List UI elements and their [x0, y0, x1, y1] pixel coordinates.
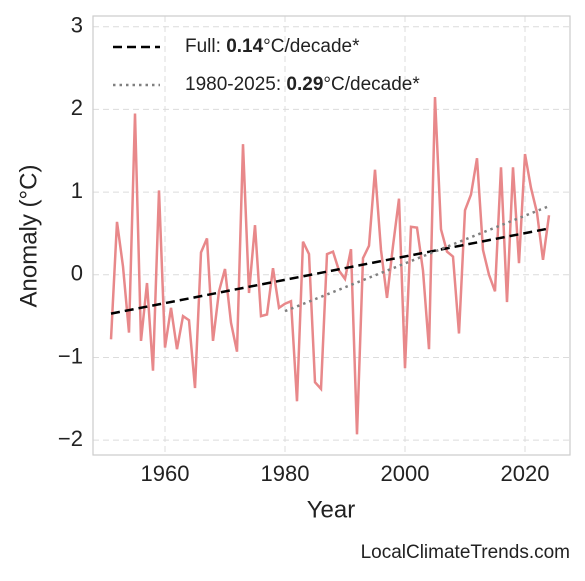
legend-text: Full:	[185, 36, 226, 57]
x-axis-label: Year	[307, 496, 356, 523]
series-line	[109, 96, 551, 435]
y-tick-label: 0	[71, 261, 83, 286]
y-tick-label: −2	[58, 426, 83, 451]
y-tick-label: 2	[71, 95, 83, 120]
x-tick-label: 1980	[261, 461, 310, 486]
legend-text: 1980-2025:	[185, 74, 286, 95]
legend-text: 0.14	[226, 36, 263, 57]
y-tick-label: −1	[58, 343, 83, 368]
legend-label: 1980-2025: 0.29°C/decade*	[185, 74, 420, 95]
source: LocalClimateTrends.com	[361, 542, 570, 563]
series-line	[110, 227, 550, 315]
x-tick-label: 2020	[501, 461, 550, 486]
legend-text: 0.29	[286, 74, 323, 95]
y-axis-label: Anomaly (°C)	[15, 165, 42, 308]
series-line	[284, 204, 550, 313]
legend-label: Full: 0.14°C/decade*	[185, 36, 360, 57]
legend-text: °C/decade*	[263, 36, 360, 57]
legend-text: °C/decade*	[323, 74, 420, 95]
y-tick-label: 3	[71, 13, 83, 38]
plot-frame	[92, 15, 571, 456]
x-tick-label: 1960	[141, 461, 190, 486]
y-tick-label: 1	[71, 178, 83, 203]
x-tick-label: 2000	[381, 461, 430, 486]
